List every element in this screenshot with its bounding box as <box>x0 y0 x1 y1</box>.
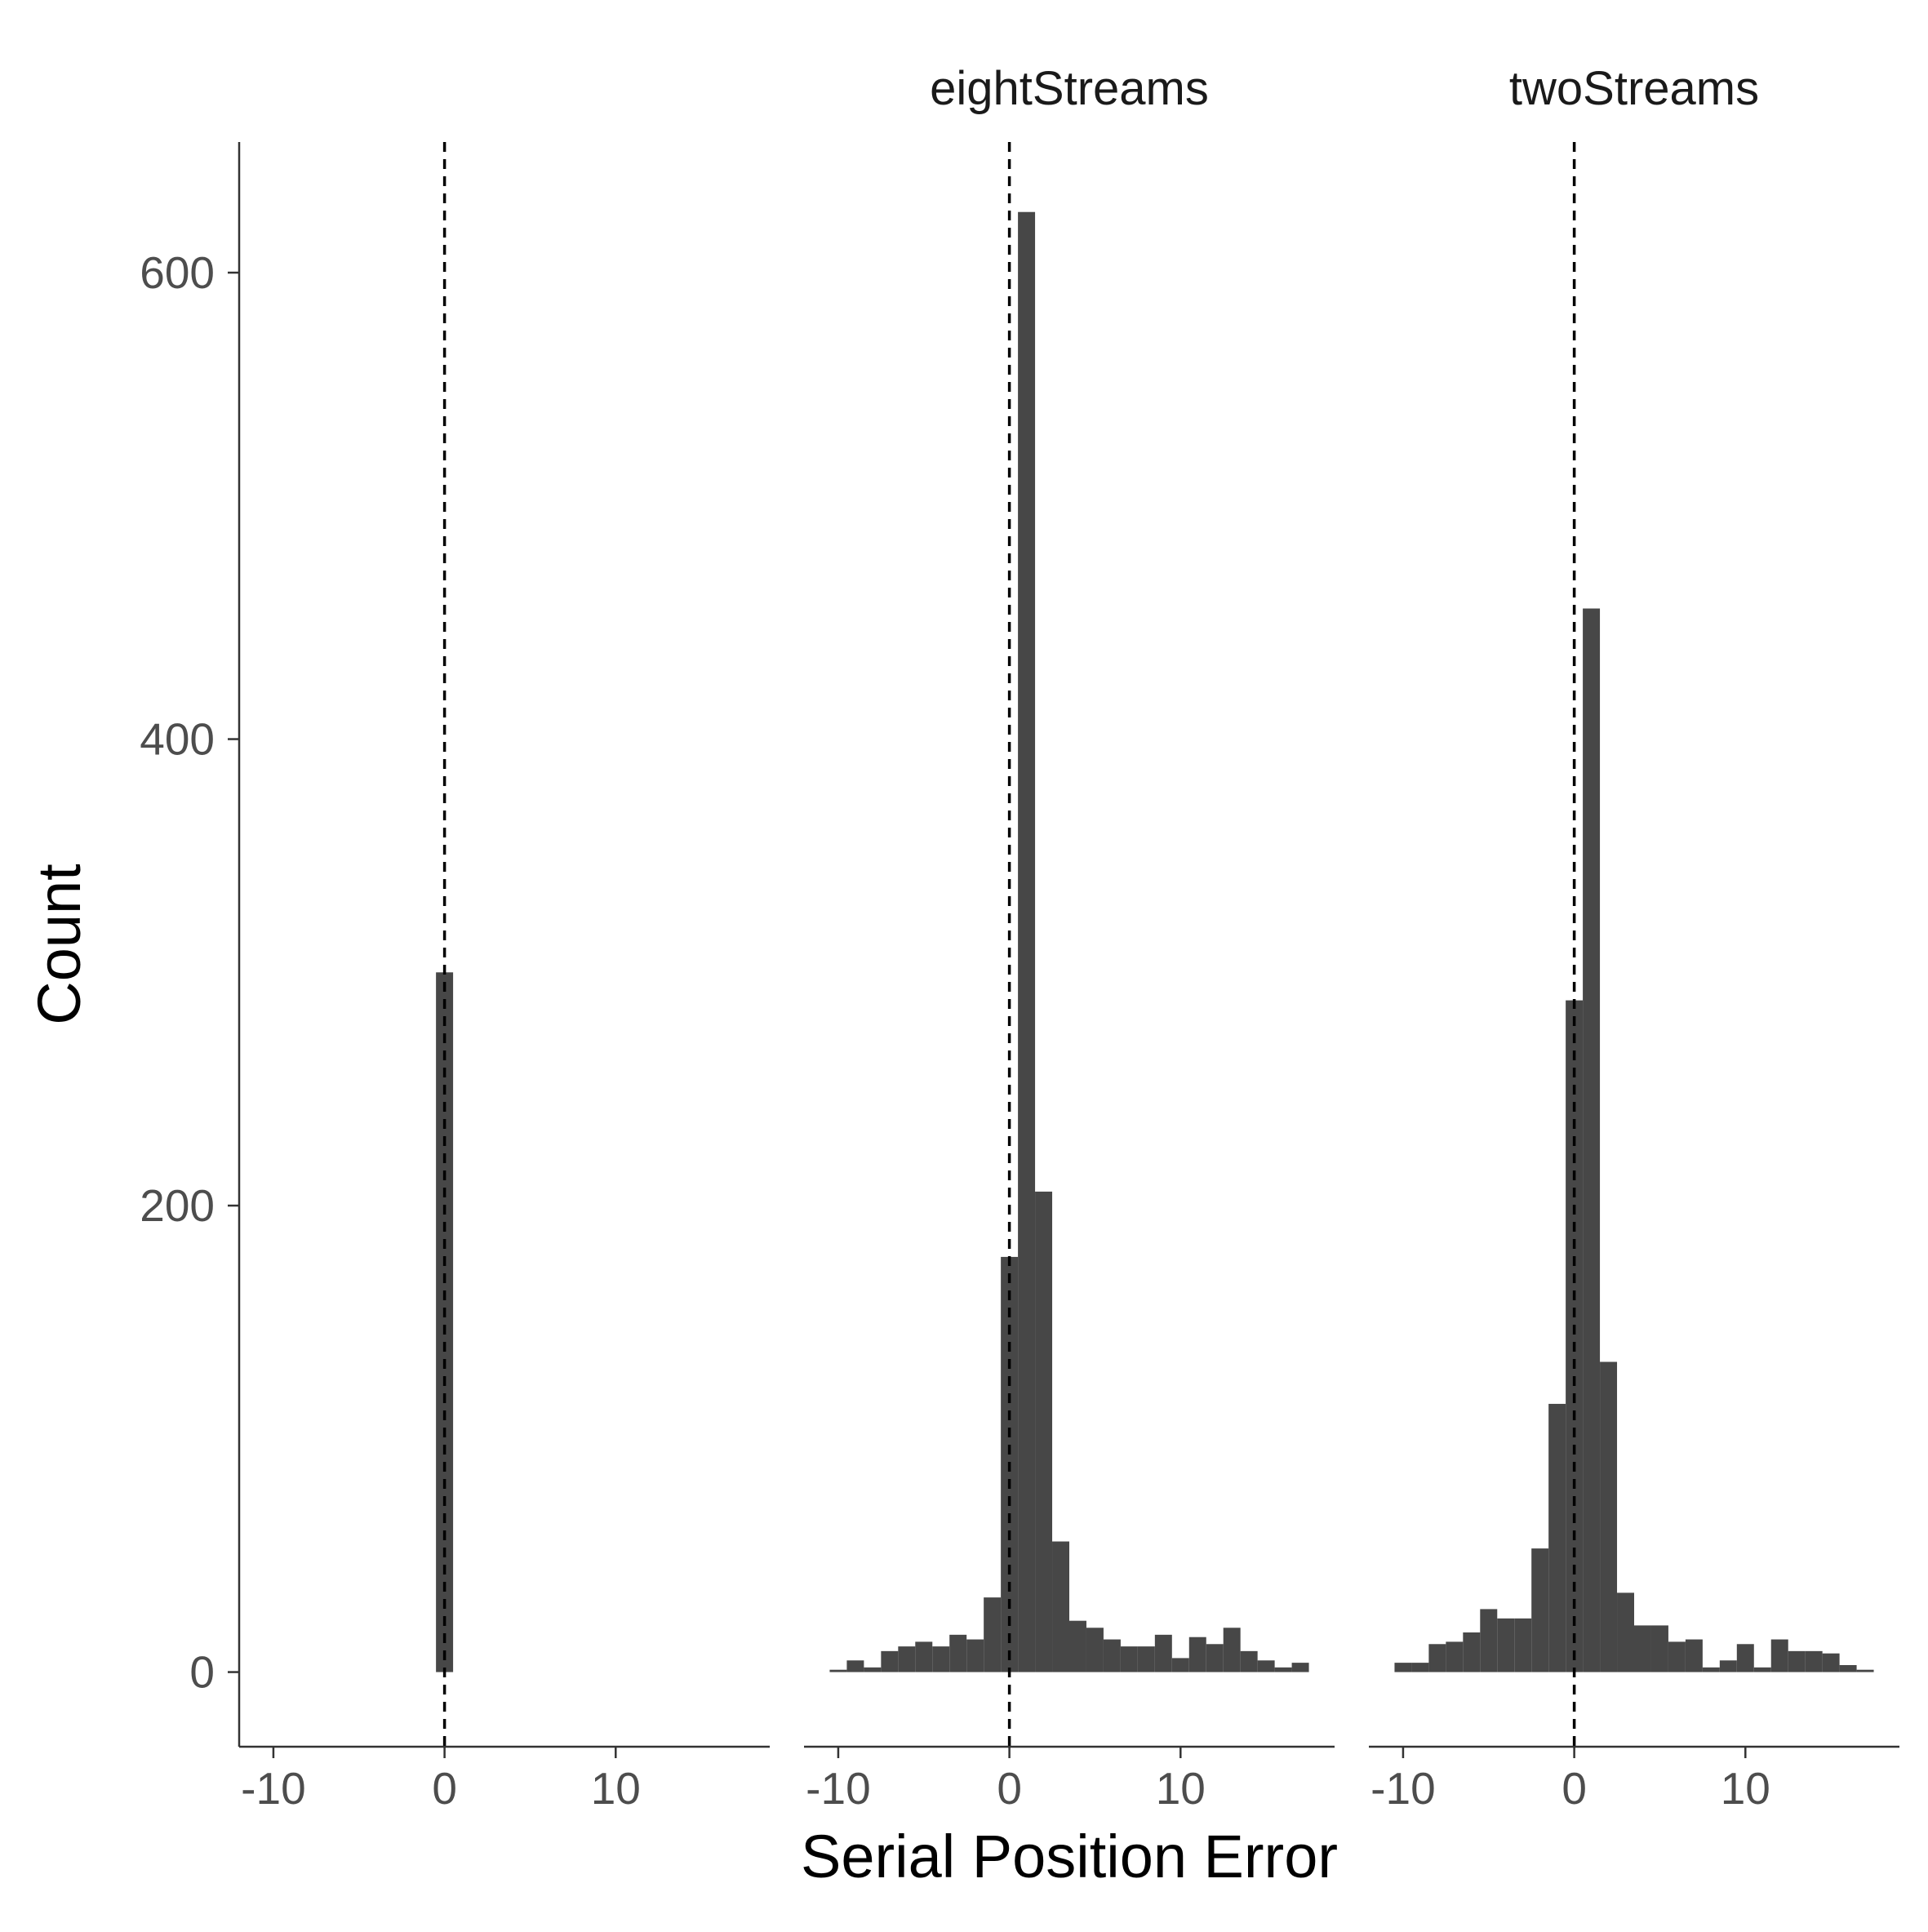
histogram-bar <box>915 1641 933 1672</box>
x-tick-label: 0 <box>1562 1763 1587 1814</box>
x-tick-label: -10 <box>1370 1763 1436 1814</box>
histogram-bar <box>1668 1641 1686 1672</box>
histogram-bar <box>1480 1609 1498 1672</box>
histogram-bar <box>1274 1667 1292 1672</box>
histogram-bar <box>1839 1664 1857 1672</box>
histogram-bar <box>1856 1669 1874 1672</box>
histogram-bar <box>1702 1667 1720 1672</box>
x-tick-label: -10 <box>806 1763 871 1814</box>
x-tick-label: 0 <box>432 1763 457 1814</box>
histogram-bar <box>881 1650 899 1672</box>
histogram-bar <box>1531 1548 1549 1672</box>
facet-panel: twoStreams -10 0 10 <box>1369 62 1899 1814</box>
x-tick-label: 10 <box>1156 1763 1206 1814</box>
histogram-bar <box>1086 1628 1104 1672</box>
x-tick-label: 10 <box>591 1763 641 1814</box>
histogram-bar <box>984 1597 1002 1672</box>
x-tick-label: 10 <box>1721 1763 1770 1814</box>
histogram-bar <box>1103 1639 1121 1672</box>
histogram-bar <box>1685 1639 1703 1672</box>
histogram-bar <box>1428 1644 1446 1672</box>
histogram-bar <box>1822 1653 1840 1672</box>
histogram-bar <box>1463 1632 1481 1672</box>
histogram-bar <box>1154 1634 1172 1672</box>
y-axis-title: Count <box>25 864 93 1025</box>
histogram-bar <box>1137 1646 1155 1672</box>
histogram-bar <box>1736 1644 1754 1672</box>
facet-panels: -10 0 10 eightStreams -10 0 10 twoStreams -10 0 10 <box>239 62 1899 1814</box>
histogram-bar <box>1018 211 1036 1672</box>
histogram-bar <box>1035 1191 1053 1672</box>
histogram-bar <box>1770 1639 1788 1672</box>
facet-panel: -10 0 10 <box>239 142 770 1814</box>
histogram-bar <box>829 1669 847 1672</box>
histogram-bar <box>1446 1641 1464 1672</box>
histogram-bar <box>1497 1618 1515 1672</box>
histogram-bar <box>1052 1541 1069 1672</box>
histogram-bar <box>846 1660 864 1672</box>
facet-title: twoStreams <box>1509 62 1759 115</box>
histogram-bar <box>1719 1660 1737 1672</box>
histogram-bar <box>1566 1000 1584 1672</box>
x-axis-title: Serial Position Error <box>801 1823 1338 1890</box>
y-tick-label: 400 <box>140 714 215 765</box>
histogram-bar <box>1171 1658 1189 1672</box>
facet-title: eightStreams <box>930 62 1209 115</box>
histogram-bar <box>1583 608 1601 1672</box>
y-tick-label: 0 <box>189 1647 215 1698</box>
histogram-bar <box>966 1639 984 1672</box>
facet-panel: eightStreams -10 0 10 <box>804 62 1335 1814</box>
histogram-bar <box>1188 1637 1206 1672</box>
x-tick-label: 0 <box>997 1763 1022 1814</box>
histogram-bar <box>1650 1625 1668 1672</box>
histogram-bar <box>1411 1663 1429 1672</box>
histogram-bar <box>1206 1644 1224 1672</box>
histogram-bar <box>1240 1650 1258 1672</box>
histogram-bar <box>1634 1625 1651 1672</box>
histogram-bar <box>436 972 454 1672</box>
histogram-bar <box>1600 1361 1618 1672</box>
histogram-bar <box>1257 1660 1275 1672</box>
histogram-bar <box>1120 1646 1138 1672</box>
histogram-bar <box>1069 1620 1086 1672</box>
histogram-bar <box>898 1646 916 1672</box>
histogram-bar <box>949 1634 967 1672</box>
histogram-bar <box>1753 1667 1771 1672</box>
histogram-bar <box>1805 1650 1823 1672</box>
histogram-bar <box>1788 1650 1806 1672</box>
histogram-bar <box>932 1646 950 1672</box>
histogram-bar <box>1617 1592 1634 1672</box>
histogram-bar <box>1291 1663 1309 1672</box>
y-tick-label: 200 <box>140 1180 215 1231</box>
histogram-bar <box>1514 1618 1532 1672</box>
y-tick-label: 600 <box>140 247 215 298</box>
histogram-bar <box>1394 1663 1412 1672</box>
histogram-bar <box>864 1667 882 1672</box>
x-tick-label: -10 <box>241 1763 306 1814</box>
histogram-bar <box>1223 1628 1241 1672</box>
y-axis: 0 200 400 600 <box>140 142 241 1747</box>
histogram-bar <box>1548 1403 1566 1672</box>
